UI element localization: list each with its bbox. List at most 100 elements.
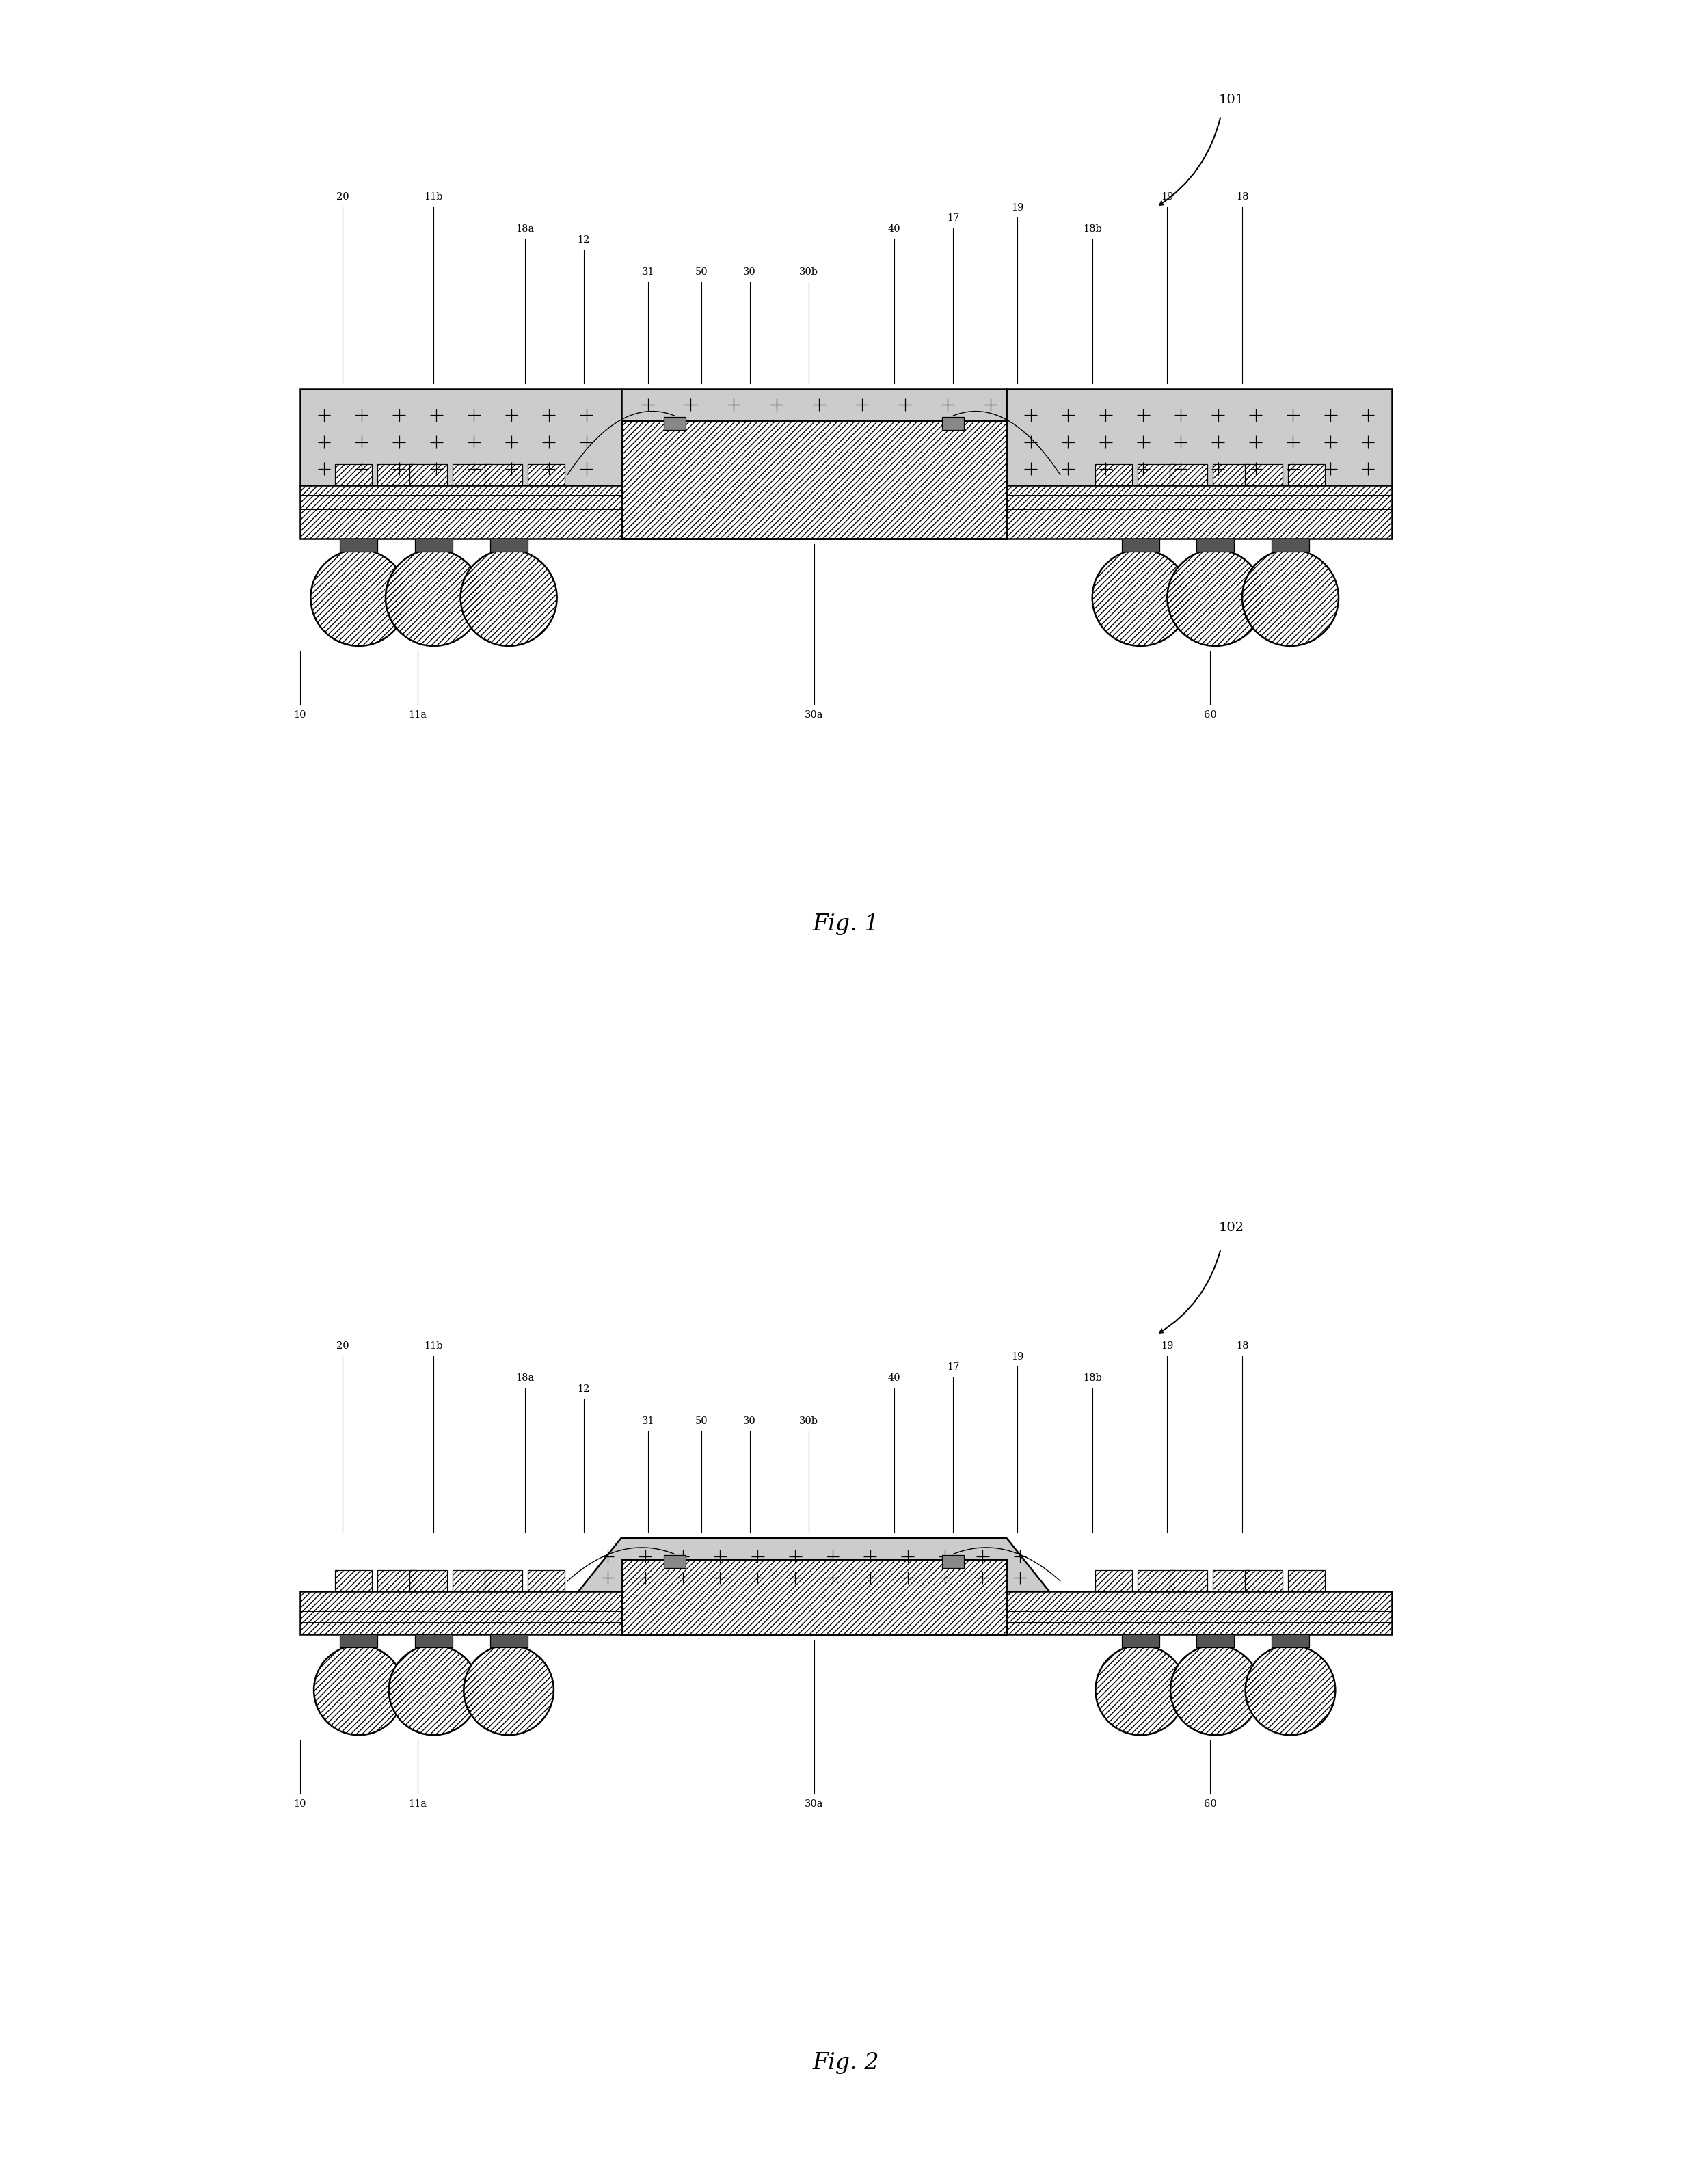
Bar	[621, 422, 1007, 539]
Bar	[1095, 1570, 1132, 1592]
Bar	[299, 1592, 621, 1634]
Bar	[415, 1634, 452, 1647]
Bar	[1245, 463, 1283, 485]
Text: 60: 60	[1203, 710, 1217, 721]
Text: 19: 19	[1161, 1341, 1174, 1350]
Bar	[528, 463, 565, 485]
Bar	[1169, 463, 1208, 485]
Bar	[1137, 463, 1176, 485]
Bar	[452, 1570, 491, 1592]
Bar	[1122, 1634, 1159, 1647]
Bar	[1213, 1570, 1250, 1592]
Bar	[663, 1555, 685, 1568]
Text: 30a: 30a	[804, 710, 824, 721]
Bar	[1288, 1570, 1325, 1592]
Bar	[1007, 1592, 1393, 1634]
Bar	[1137, 1570, 1176, 1592]
Text: 11a: 11a	[408, 710, 426, 721]
Bar	[1137, 463, 1176, 485]
Bar	[1122, 539, 1159, 553]
Polygon shape	[579, 1538, 1049, 1592]
Text: 102: 102	[1218, 1221, 1244, 1234]
Bar	[528, 1570, 565, 1592]
Text: 20: 20	[337, 192, 349, 201]
Bar	[340, 539, 377, 553]
Text: 60: 60	[1203, 1800, 1217, 1808]
Bar	[1272, 539, 1310, 553]
Bar	[484, 1570, 523, 1592]
Text: 11b: 11b	[425, 192, 443, 201]
Bar	[1169, 1570, 1208, 1592]
Circle shape	[1245, 1645, 1335, 1734]
Text: 18b: 18b	[1083, 1374, 1101, 1382]
Text: 31: 31	[641, 1415, 655, 1426]
Text: 30b: 30b	[799, 266, 819, 277]
Bar	[1213, 1570, 1250, 1592]
Bar	[528, 1570, 565, 1592]
Bar	[484, 463, 523, 485]
Text: 19: 19	[1012, 1352, 1024, 1361]
Circle shape	[389, 1645, 479, 1734]
Bar	[942, 417, 964, 430]
Bar	[409, 1570, 447, 1592]
Bar	[621, 1559, 1007, 1634]
Bar	[299, 485, 621, 539]
Text: 20: 20	[337, 1341, 349, 1350]
Bar	[377, 463, 415, 485]
Bar	[1007, 1592, 1393, 1634]
Circle shape	[1167, 550, 1264, 646]
Text: 18a: 18a	[516, 225, 535, 234]
Bar	[1213, 463, 1250, 485]
Bar	[528, 463, 565, 485]
Bar	[1095, 463, 1132, 485]
Bar	[491, 539, 528, 553]
Bar	[409, 1570, 447, 1592]
Bar	[1245, 463, 1283, 485]
Text: 18b: 18b	[1083, 225, 1101, 234]
Text: 12: 12	[577, 1385, 591, 1393]
Bar	[1288, 1570, 1325, 1592]
Bar	[621, 389, 1007, 422]
Bar	[299, 485, 621, 539]
Bar	[663, 417, 685, 430]
Text: 12: 12	[577, 236, 591, 245]
Circle shape	[1171, 1645, 1261, 1734]
Bar	[1196, 539, 1233, 553]
Text: 17: 17	[948, 214, 959, 223]
Circle shape	[1242, 550, 1338, 646]
Text: 11a: 11a	[408, 1800, 426, 1808]
Text: Fig. 1: Fig. 1	[812, 913, 880, 935]
Bar	[1288, 463, 1325, 485]
Text: 40: 40	[888, 225, 900, 234]
Bar	[299, 389, 621, 485]
Text: 18: 18	[1235, 1341, 1249, 1350]
Circle shape	[1095, 1645, 1186, 1734]
Bar	[1095, 1570, 1132, 1592]
Bar	[484, 463, 523, 485]
Bar	[1196, 1634, 1233, 1647]
Bar	[1095, 463, 1132, 485]
Text: 10: 10	[294, 710, 306, 721]
Bar	[340, 1634, 377, 1647]
Text: 31: 31	[641, 266, 655, 277]
Bar	[1007, 485, 1393, 539]
Bar	[491, 1634, 528, 1647]
Bar	[1007, 389, 1393, 485]
Text: 11b: 11b	[425, 1341, 443, 1350]
Text: 40: 40	[888, 1374, 900, 1382]
Bar	[1213, 463, 1250, 485]
Circle shape	[464, 1645, 553, 1734]
Text: 18: 18	[1235, 192, 1249, 201]
Bar	[299, 1592, 621, 1634]
Bar	[377, 1570, 415, 1592]
Bar	[1169, 463, 1208, 485]
Bar	[942, 1555, 964, 1568]
Circle shape	[313, 1645, 404, 1734]
Circle shape	[311, 550, 408, 646]
Circle shape	[460, 550, 557, 646]
Bar	[1169, 1570, 1208, 1592]
Bar	[452, 463, 491, 485]
Text: 19: 19	[1012, 203, 1024, 212]
Text: 18a: 18a	[516, 1374, 535, 1382]
Text: 50: 50	[695, 266, 707, 277]
